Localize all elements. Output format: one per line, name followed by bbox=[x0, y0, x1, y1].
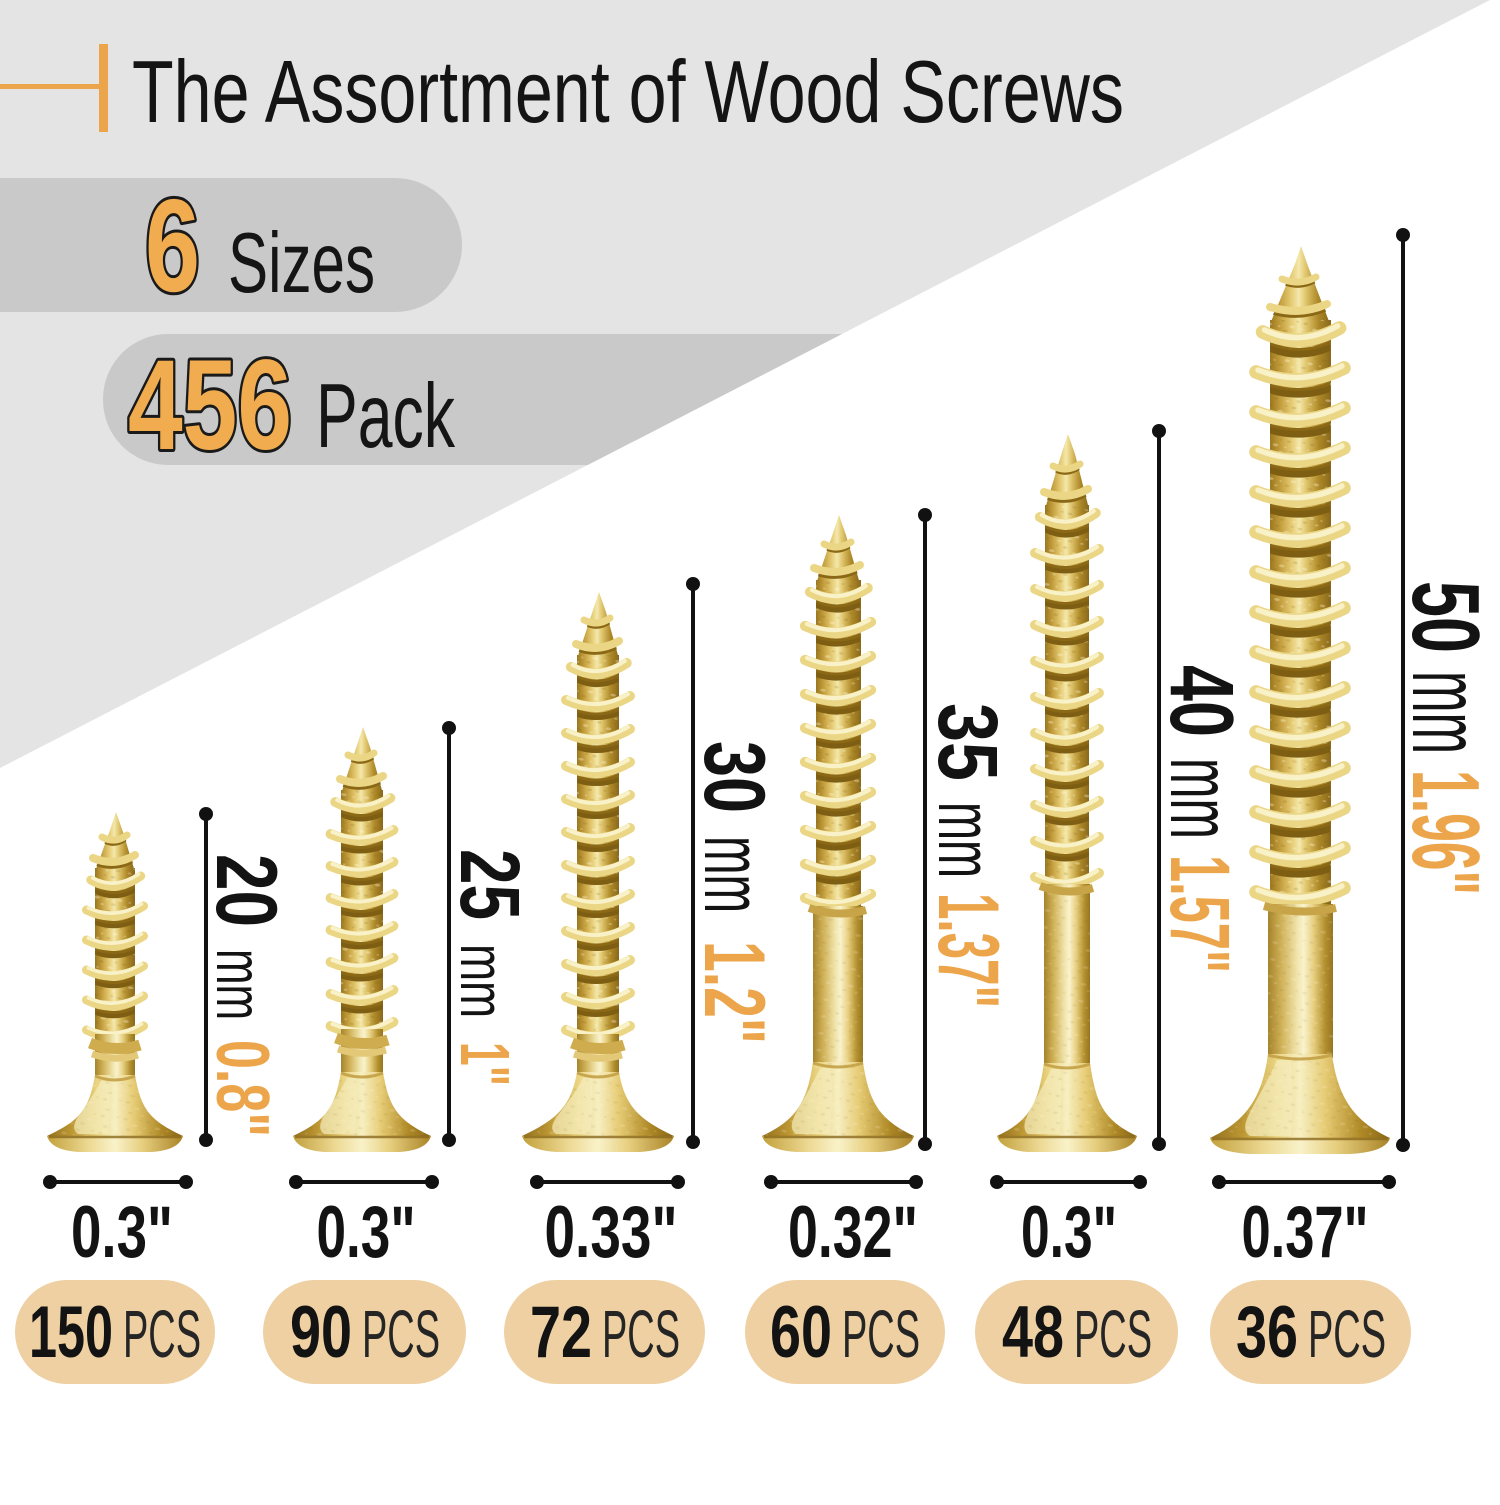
svg-text:150: 150 bbox=[29, 1292, 113, 1373]
svg-text:20: 20 bbox=[198, 854, 294, 927]
svg-text:mm: mm bbox=[203, 949, 276, 1020]
svg-text:The Assortment of Wood Screws: The Assortment of Wood Screws bbox=[132, 42, 1124, 141]
svg-text:PCS: PCS bbox=[842, 1297, 920, 1372]
svg-text:1.57": 1.57" bbox=[1153, 855, 1247, 973]
svg-text:456: 456 bbox=[128, 334, 292, 477]
svg-text:1": 1" bbox=[446, 1042, 524, 1086]
svg-text:36: 36 bbox=[1236, 1292, 1298, 1373]
svg-text:PCS: PCS bbox=[362, 1297, 440, 1372]
svg-text:35: 35 bbox=[921, 703, 1015, 781]
svg-text:0.3": 0.3" bbox=[71, 1192, 173, 1273]
svg-text:1.96": 1.96" bbox=[1392, 770, 1499, 895]
svg-text:PCS: PCS bbox=[1308, 1297, 1386, 1372]
svg-text:0.3": 0.3" bbox=[317, 1192, 416, 1273]
svg-text:mm: mm bbox=[447, 944, 516, 1018]
svg-text:0.37": 0.37" bbox=[1242, 1192, 1369, 1273]
svg-text:mm: mm bbox=[687, 836, 780, 913]
svg-text:PCS: PCS bbox=[602, 1297, 680, 1372]
svg-text:60: 60 bbox=[770, 1292, 832, 1373]
svg-text:0.33": 0.33" bbox=[545, 1192, 678, 1273]
svg-text:mm: mm bbox=[922, 802, 1008, 878]
svg-text:0.8": 0.8" bbox=[201, 1040, 285, 1137]
svg-text:40: 40 bbox=[1151, 665, 1251, 737]
svg-text:0.3": 0.3" bbox=[1021, 1192, 1117, 1273]
svg-text:0.32": 0.32" bbox=[788, 1192, 918, 1273]
svg-text:mm: mm bbox=[1392, 671, 1500, 754]
svg-text:Sizes: Sizes bbox=[228, 216, 375, 311]
svg-text:1.2": 1.2" bbox=[686, 941, 782, 1044]
svg-text:PCS: PCS bbox=[1074, 1297, 1152, 1372]
svg-text:PCS: PCS bbox=[123, 1297, 201, 1372]
svg-text:1.37": 1.37" bbox=[920, 893, 1016, 1008]
svg-text:mm: mm bbox=[1152, 758, 1249, 839]
svg-text:48: 48 bbox=[1002, 1292, 1064, 1373]
svg-text:50: 50 bbox=[1392, 581, 1499, 653]
svg-text:Pack: Pack bbox=[316, 366, 455, 467]
svg-text:6: 6 bbox=[145, 172, 200, 319]
svg-text:25: 25 bbox=[443, 849, 537, 920]
svg-text:30: 30 bbox=[686, 741, 782, 813]
svg-text:90: 90 bbox=[290, 1292, 352, 1373]
svg-text:72: 72 bbox=[530, 1292, 592, 1373]
